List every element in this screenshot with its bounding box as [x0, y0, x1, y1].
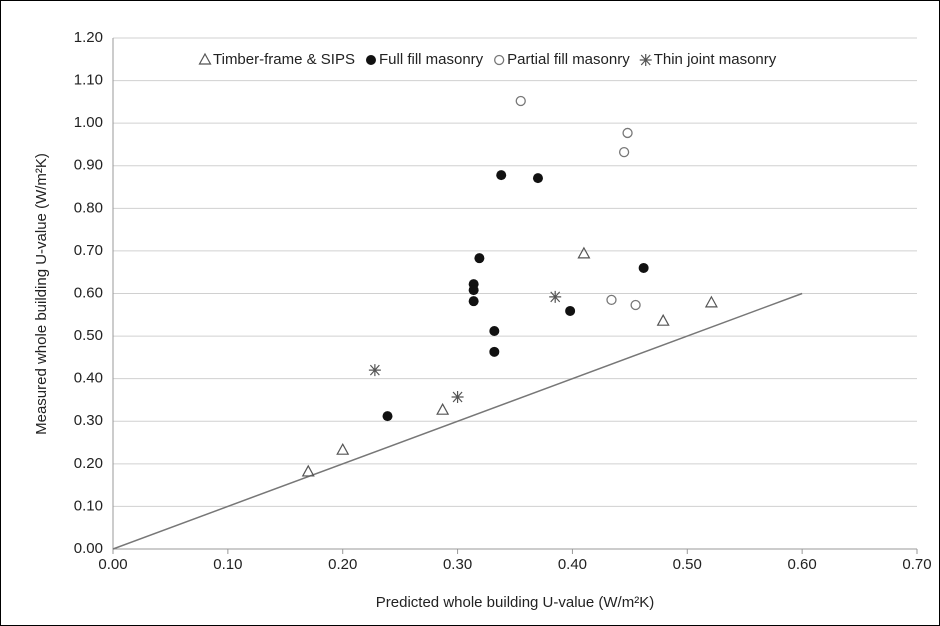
reference-line [112, 292, 803, 550]
legend-label: Timber-frame & SIPS [213, 51, 355, 68]
marker-triangle [301, 464, 315, 477]
x-tick-label: 0.40 [558, 556, 587, 573]
y-tick-label: 0.30 [74, 412, 103, 429]
legend-item: Thin joint masonry [654, 51, 777, 68]
marker-circle [515, 95, 526, 107]
y-tick-label: 0.90 [74, 157, 103, 174]
legend-item: Partial fill masonry [507, 51, 630, 68]
y-axis-title: Measured whole building U-value (W/m²K) [33, 153, 50, 435]
marker-circle [606, 294, 617, 306]
y-tick-label: 0.80 [74, 199, 103, 216]
marker-triangle [436, 402, 450, 415]
x-tick-label: 0.50 [673, 556, 702, 573]
x-tick-label: 0.00 [98, 556, 127, 573]
legend-label: Thin joint masonry [654, 51, 777, 68]
marker-triangle [577, 246, 591, 259]
legend-label: Partial fill masonry [507, 51, 630, 68]
y-tick-label: 1.00 [74, 114, 103, 131]
x-tick-label: 0.70 [902, 556, 931, 573]
y-tick-label: 0.10 [74, 497, 103, 514]
marker-dot [565, 305, 576, 316]
marker-dot [474, 253, 485, 264]
marker-dot [365, 55, 376, 65]
y-tick-label: 0.70 [74, 242, 103, 259]
marker-dot [489, 325, 500, 336]
y-tick-label: 0.20 [74, 455, 103, 472]
marker-dot [468, 285, 479, 296]
marker-circle [630, 299, 641, 311]
marker-star [549, 290, 562, 303]
y-tick-label: 0.60 [74, 284, 103, 301]
x-axis-title: Predicted whole building U-value (W/m²K) [376, 594, 654, 611]
y-tick-label: 1.10 [74, 72, 103, 89]
marker-dot [468, 296, 479, 307]
y-tick-label: 1.20 [74, 29, 103, 46]
marker-circle [618, 146, 630, 158]
marker-dot [638, 262, 649, 273]
marker-triangle [656, 313, 670, 326]
marker-circle [494, 54, 505, 66]
x-tick-label: 0.10 [213, 556, 242, 573]
marker-dot [489, 346, 500, 357]
x-tick-label: 0.20 [328, 556, 357, 573]
x-tick-label: 0.60 [788, 556, 817, 573]
marker-star [368, 364, 381, 377]
legend-item: Full fill masonry [379, 51, 484, 68]
marker-triangle [704, 295, 718, 308]
x-tick-label: 0.30 [443, 556, 472, 573]
marker-dot [532, 173, 543, 184]
marker-star [639, 54, 652, 66]
y-tick-label: 0.00 [74, 540, 103, 557]
marker-dot [496, 170, 507, 181]
marker-star [451, 390, 464, 403]
y-tick-label: 0.50 [74, 327, 103, 344]
legend-label: Full fill masonry [379, 51, 484, 68]
marker-dot [382, 411, 393, 422]
y-tick-label: 0.40 [74, 370, 103, 387]
legend-item: Timber-frame & SIPS [213, 51, 355, 68]
marker-triangle [198, 52, 212, 65]
marker-triangle [336, 442, 350, 455]
marker-circle [622, 127, 633, 139]
